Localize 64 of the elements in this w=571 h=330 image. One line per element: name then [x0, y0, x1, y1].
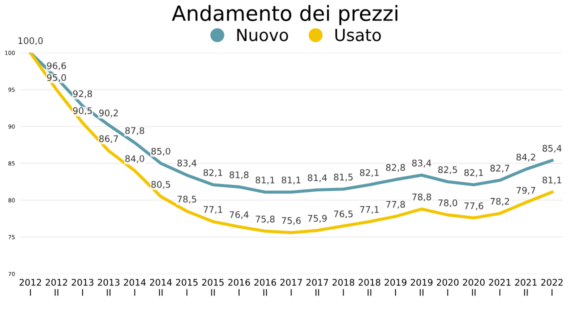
- data-label: 87,8: [125, 127, 144, 135]
- data-label: 84,0: [125, 155, 144, 163]
- x-tick-label: 2021 I: [489, 278, 510, 296]
- x-tick-label: 2018 I: [332, 278, 354, 296]
- x-tick-label: 2015 I: [176, 278, 198, 296]
- data-label: 83,4: [177, 160, 196, 168]
- data-label: 81,4: [308, 174, 327, 182]
- x-tick-label: 2016 II: [254, 278, 276, 296]
- data-label: 79,7: [516, 186, 536, 195]
- data-label: 90,5: [73, 107, 92, 116]
- x-tick-label: 2017 II: [306, 278, 328, 296]
- data-label: 92,8: [73, 90, 92, 98]
- x-tick-label: 2016 I: [228, 278, 250, 296]
- data-label: 80,5: [151, 180, 170, 189]
- data-label: 81,5: [334, 174, 353, 182]
- data-label: 75,8: [256, 216, 275, 224]
- data-label: 78,0: [438, 199, 458, 208]
- x-tick-label: 2014 II: [150, 278, 172, 296]
- data-label: 77,6: [464, 202, 484, 210]
- data-label: 85,4: [542, 144, 562, 153]
- x-tick-label: 2021 II: [515, 278, 537, 296]
- data-label: 82,1: [464, 169, 483, 177]
- data-label: 82,5: [438, 166, 457, 174]
- data-label: 82,1: [204, 169, 222, 177]
- legend-label: Usato: [335, 28, 381, 42]
- data-label: 76,5: [334, 210, 353, 218]
- x-tick-label: 2019 I: [384, 278, 406, 296]
- x-tick-label: 2013 II: [98, 278, 120, 296]
- x-tick-label: 2012 I: [20, 278, 41, 296]
- data-label: 82,7: [490, 164, 510, 173]
- x-tick-label: 2015 II: [202, 278, 224, 296]
- data-label: 84,2: [516, 154, 536, 162]
- data-label: 85,0: [151, 148, 170, 156]
- data-label: 75,9: [308, 214, 327, 223]
- data-label: 90,2: [99, 110, 118, 118]
- data-label: 82,8: [386, 164, 405, 172]
- data-label: 76,4: [230, 211, 249, 219]
- x-tick-label: 2022 I: [541, 278, 563, 296]
- x-tick-label: 2013 I: [72, 278, 94, 296]
- x-tick-label: 2020 II: [462, 278, 485, 296]
- data-label: 77,1: [360, 206, 379, 214]
- data-label: 75,6: [282, 217, 301, 225]
- data-label: 100,0: [18, 37, 43, 46]
- data-label: 81,1: [282, 176, 300, 184]
- data-label: 78,5: [178, 196, 196, 204]
- legend-label: Nuovo: [237, 28, 288, 42]
- x-tick-label: 2020 I: [436, 278, 459, 296]
- data-label: 81,8: [230, 171, 248, 180]
- data-label: 81,1: [256, 176, 274, 184]
- chart-title: Andamento dei prezzi: [172, 4, 398, 26]
- x-tick-label: 2018 II: [358, 278, 380, 296]
- x-tick-label: 2017 I: [280, 278, 302, 296]
- data-label: 81,1: [542, 176, 562, 184]
- data-label: 77,8: [386, 200, 405, 209]
- data-label: 96,6: [47, 62, 66, 70]
- data-label: 78,2: [490, 198, 509, 206]
- data-label: 83,4: [412, 160, 432, 168]
- x-tick-label: 2012 II: [46, 278, 68, 296]
- data-label: 77,1: [204, 206, 222, 214]
- data-label: 78,8: [412, 194, 432, 202]
- x-tick-label: 2014 I: [124, 278, 146, 296]
- data-label: 86,7: [99, 135, 118, 144]
- data-label: 82,1: [360, 169, 379, 177]
- x-tick-label: 2019 II: [410, 278, 432, 296]
